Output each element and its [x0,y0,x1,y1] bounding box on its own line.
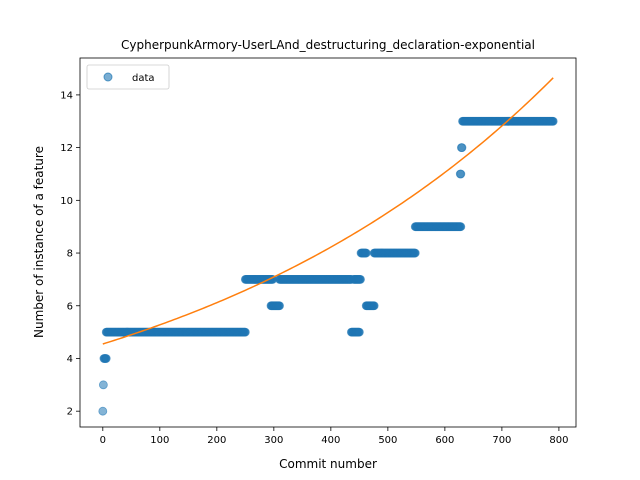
data-point [101,354,111,363]
data-point [369,301,379,311]
data-point [356,274,365,284]
x-tick-label: 100 [150,435,169,446]
data-point [456,169,466,179]
y-axis: 2 4 6 8 10 12 14 [60,90,80,418]
legend-marker [103,72,113,82]
data-point [457,143,467,153]
x-tick-label: 0 [100,435,106,446]
data-point [275,301,284,311]
x-tick-label: 600 [435,435,454,446]
data-point [456,222,466,232]
data-point [98,406,108,416]
x-tick-label: 700 [492,435,511,446]
x-tick-label: 500 [378,435,397,446]
y-axis-label: Number of instance of a feature [32,146,46,338]
legend-label: data [132,73,155,84]
y-tick-label: 8 [67,249,73,260]
x-tick-label: 800 [549,435,568,446]
y-tick-label: 14 [60,90,73,101]
plot-frame [79,57,577,428]
x-tick-label: 400 [321,435,340,446]
data-point [361,248,371,258]
x-axis: 0 100 200 300 400 500 600 700 800 [100,427,568,446]
data-point [240,327,250,337]
chart-title: CypherpunkArmory-UserLAnd_destructuring_… [121,38,535,52]
data-point [410,248,420,258]
data-point [98,380,108,390]
legend-box [86,64,170,90]
y-tick-label: 4 [67,354,73,365]
legend: data [86,64,170,90]
data-point [354,327,364,337]
y-tick-label: 2 [67,407,73,418]
x-tick-label: 300 [264,435,283,446]
data-point [548,116,558,126]
y-tick-label: 12 [60,143,73,154]
x-tick-label: 200 [207,435,226,446]
fit-line [102,77,554,345]
y-tick-label: 6 [67,301,73,312]
x-axis-label: Commit number [279,457,377,471]
y-tick-label: 10 [60,196,73,207]
